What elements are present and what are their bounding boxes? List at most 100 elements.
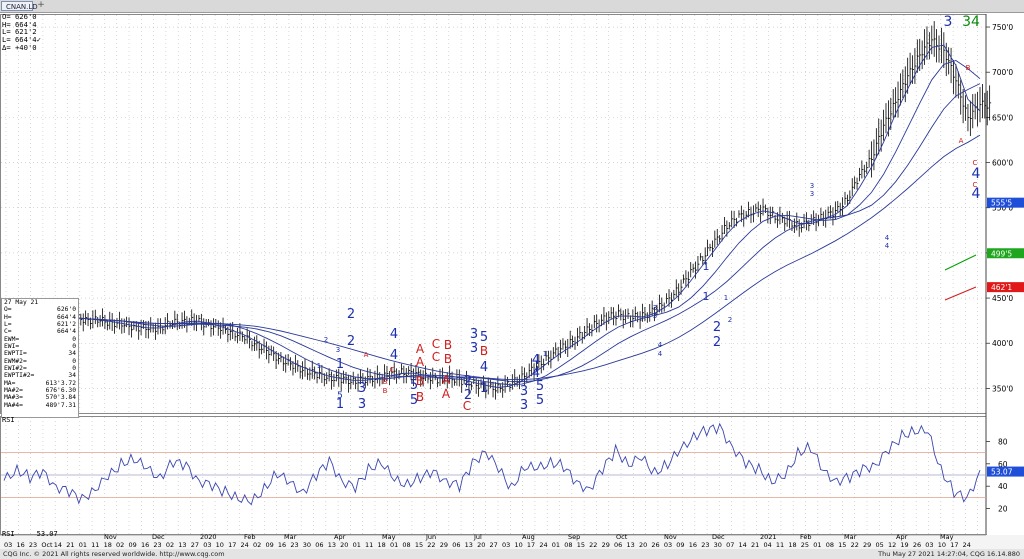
wave-label: 4	[390, 348, 398, 363]
date-axis-day-label: 20	[639, 541, 647, 549]
ohlc-readout-key: H=	[2, 19, 11, 29]
price-tick-label: 550'0	[992, 204, 1013, 213]
wave-label: 5	[337, 391, 343, 401]
date-axis-day-label: 25	[801, 541, 809, 549]
price-tick-label: 400'0	[992, 339, 1013, 348]
date-axis-day-label: 29	[863, 541, 871, 549]
wave-sublabel: 2	[728, 316, 732, 324]
price-tick-label: 350'0	[992, 384, 1013, 393]
date-axis-day-label: 21	[66, 541, 74, 549]
wave-label: 2	[713, 335, 721, 350]
wave-label: 2	[464, 388, 472, 403]
add-tab-button[interactable]: +	[37, 0, 45, 10]
date-axis-month-label: Nov	[104, 533, 117, 541]
wave-label: C	[432, 350, 440, 364]
wave-label: C	[463, 399, 471, 413]
info-row: MA#2= 676'6.30	[2, 387, 78, 394]
wave-sublabel: 3	[810, 190, 814, 198]
info-row: EWPTI#2= 34	[2, 372, 78, 379]
wave-label: 1	[480, 381, 488, 396]
timestamp-text: Thu May 27 2021 14:27:04, CQG 16.14.880	[878, 550, 1020, 558]
date-axis-month-label: Jun	[425, 533, 436, 541]
date-axis-month-label: Feb	[244, 533, 256, 541]
wave-sublabel: 3	[653, 312, 657, 320]
rsi-value-tag	[987, 466, 1024, 477]
info-key: MA#3=	[4, 394, 23, 402]
date-axis-day-label: 17	[950, 541, 958, 549]
info-row: EWI= 0	[2, 343, 78, 350]
wave-label: 4	[390, 327, 398, 342]
wave-label: A	[416, 355, 425, 369]
info-key: MA#2=	[4, 387, 23, 395]
date-axis-day-label: 02	[166, 541, 174, 549]
ohlc-readout-row: Δ= +40'0	[2, 43, 41, 52]
info-value: 613'3.72	[45, 379, 76, 387]
rsi-tick-label: 60	[998, 460, 1008, 469]
wave-label: 2	[464, 374, 472, 389]
date-axis-day-label: 13	[465, 541, 473, 549]
info-value: 0	[72, 335, 76, 343]
wave-label: 5	[480, 330, 488, 345]
date-axis-day-label: 15	[838, 541, 846, 549]
wave-label: 3	[520, 398, 528, 413]
date-axis-day-label: 17	[228, 541, 236, 549]
wave-label: C	[432, 337, 440, 351]
price-tick-label: 600'0	[992, 159, 1013, 168]
wave-sublabel: 4	[885, 242, 890, 250]
wave-sublabel: 1	[724, 294, 728, 302]
date-axis-day-label: 30	[714, 541, 722, 549]
date-axis-day-label: 13	[178, 541, 186, 549]
date-axis-day-label: 08	[564, 541, 572, 549]
info-value: 664'4	[57, 328, 76, 336]
wave-label: 2	[713, 320, 721, 335]
rsi-tick-label: 40	[998, 482, 1008, 491]
wave-label: A	[442, 387, 451, 401]
ohlc-readout-row: H= 664'4	[2, 19, 41, 29]
wave-label: 4	[532, 353, 540, 368]
wave-label: 3	[470, 341, 478, 356]
info-value: 621'2	[57, 321, 76, 329]
date-axis-day-label: 21	[751, 541, 759, 549]
date-axis-day-label: 19	[900, 541, 908, 549]
wave-sublabel-red: B	[966, 64, 971, 72]
date-axis-day-label: 30	[303, 541, 311, 549]
date-axis-day-label: 01	[390, 541, 398, 549]
wave-label: A	[416, 342, 425, 356]
copyright-text: CQG Inc. © 2021 All rights reserved worl…	[3, 550, 225, 558]
date-axis-day-label: 09	[129, 541, 137, 549]
moving-average-line-3	[75, 83, 981, 383]
date-axis-day-label: 17	[527, 541, 535, 549]
moving-average-line-4	[75, 134, 981, 381]
wave-label: B	[444, 352, 452, 366]
wave-label: B	[480, 344, 488, 358]
info-key: MA#4=	[4, 401, 23, 409]
wave-label: 5	[410, 378, 418, 393]
wave-label: A	[442, 373, 451, 387]
price-tag-blue	[987, 197, 1024, 208]
ohlc-readout-row: L= 621'2	[2, 28, 41, 36]
tab-cnan-ld[interactable]: CNAN.LD	[1, 1, 38, 11]
rsi-value-tag-label: 53.07	[991, 468, 1013, 477]
wave-label: 5	[536, 379, 544, 394]
ohlc-readout-key: L=	[2, 27, 11, 37]
date-axis-day-label: 18	[104, 541, 112, 549]
wave-label: 1	[336, 357, 344, 372]
wave-sublabel-red: B	[383, 387, 388, 395]
date-axis-day-label: 10	[216, 541, 224, 549]
info-row: EWI#2= 0	[2, 365, 78, 372]
date-axis-day-label: 02	[253, 541, 261, 549]
projection-line-red	[944, 286, 977, 301]
date-axis-day-label: 23	[153, 541, 161, 549]
date-axis-day-label: 04	[763, 541, 771, 549]
wave-sublabel: 3	[336, 346, 340, 354]
date-axis-month-label: 2021	[760, 533, 777, 541]
date-axis-month-label: May	[940, 533, 954, 541]
ohlc-readout-row: L= 664'4✓	[2, 36, 41, 44]
date-axis-day-label: 14	[54, 541, 62, 549]
info-row: L= 621'2	[2, 321, 78, 328]
wave-sublabel-red: A	[364, 351, 369, 359]
price-tick-label: 450'0	[992, 294, 1013, 303]
date-axis-day-label: 02	[116, 541, 124, 549]
